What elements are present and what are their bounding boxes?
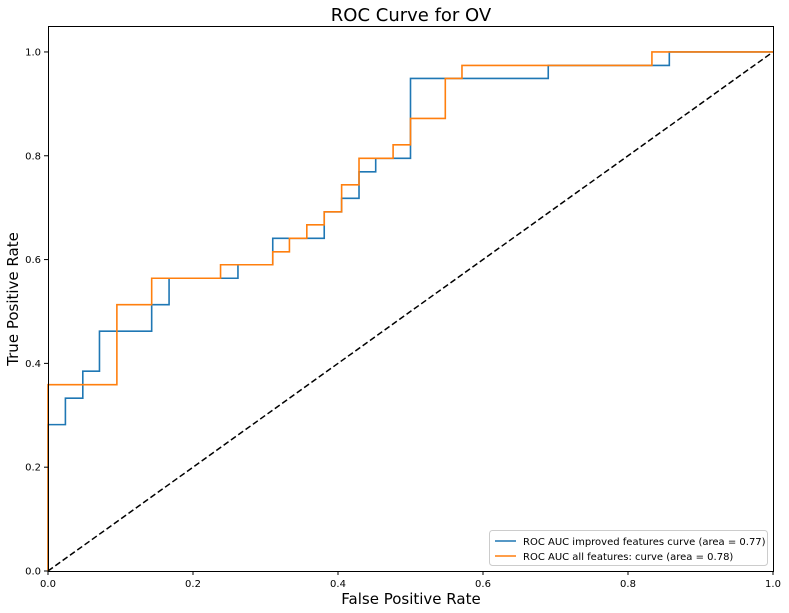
y-tick-label: 0.2 <box>25 463 41 474</box>
legend: ROC AUC improved features curve (area = … <box>489 530 768 566</box>
x-tick-label: 0.0 <box>40 579 56 590</box>
y-tick-label: 0.8 <box>25 151 41 162</box>
x-tick-label: 1.0 <box>765 579 781 590</box>
x-tick-label: 0.6 <box>475 579 491 590</box>
legend-label-all: ROC AUC all features: curve (area = 0.78… <box>523 552 733 563</box>
x-tick-label: 0.8 <box>620 579 636 590</box>
x-tick-label: 0.2 <box>185 579 201 590</box>
y-tick-label: 0.0 <box>25 567 41 578</box>
y-axis-label: True Positive Rate <box>4 232 22 367</box>
plot-frame <box>48 26 774 572</box>
y-axis: 0.0 0.2 0.4 0.6 0.8 1.0 <box>25 47 48 578</box>
plot-area <box>47 51 774 572</box>
legend-box <box>489 530 768 566</box>
chart-title: ROC Curve for OV <box>331 5 492 26</box>
legend-label-improved: ROC AUC improved features curve (area = … <box>523 537 766 548</box>
y-tick-label: 1.0 <box>25 47 41 58</box>
y-tick-label: 0.4 <box>25 359 41 370</box>
x-tick-label: 0.4 <box>330 579 346 590</box>
series-all-features <box>47 51 773 571</box>
x-axis: 0.0 0.2 0.4 0.6 0.8 1.0 <box>40 571 781 590</box>
y-tick-label: 0.6 <box>25 255 41 266</box>
x-axis-label: False Positive Rate <box>341 590 480 608</box>
diagonal-reference <box>47 51 774 572</box>
